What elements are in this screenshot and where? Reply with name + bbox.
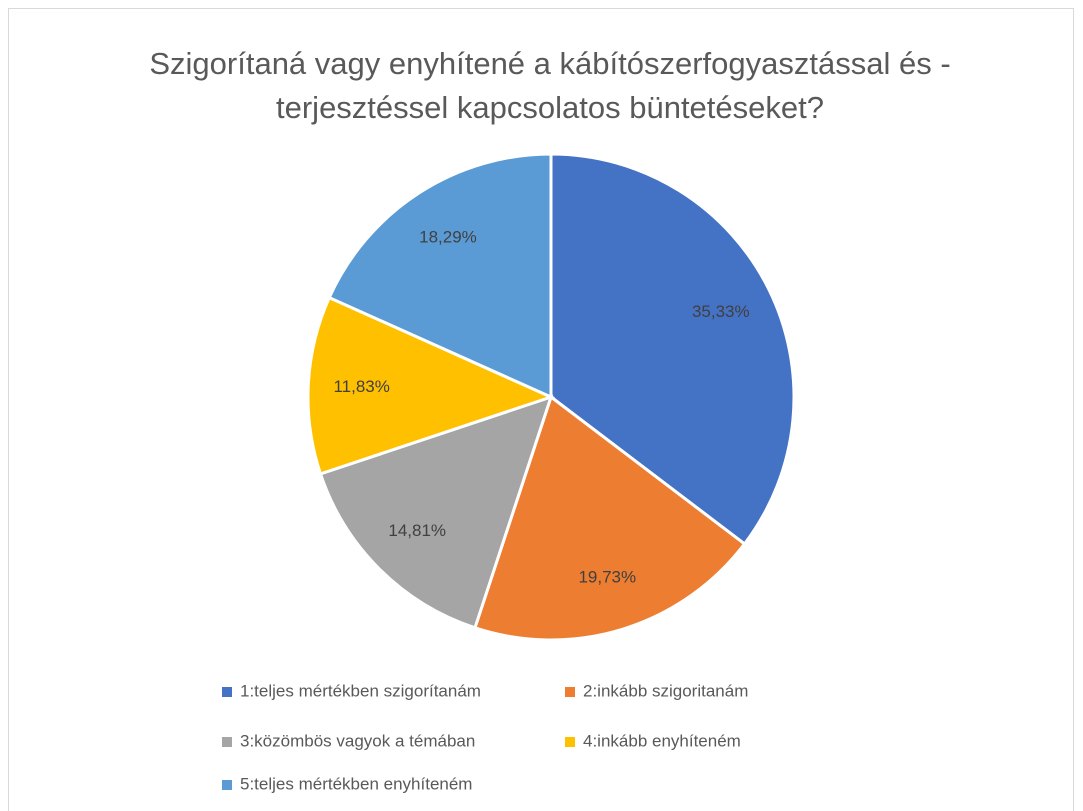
legend-swatch bbox=[565, 737, 575, 747]
chart-border bbox=[8, 8, 1074, 811]
pie-slice bbox=[327, 152, 553, 400]
legend-label: 1:teljes mértékben szigorítanám bbox=[240, 681, 481, 700]
data-label: 18,29% bbox=[419, 227, 477, 246]
legend-label: 2:inkább szigoritanám bbox=[583, 681, 748, 700]
pie-slice bbox=[473, 394, 747, 642]
legend-label: 3:közömbös vagyok a témában bbox=[240, 731, 475, 750]
legend-swatch bbox=[222, 780, 232, 790]
chart-title: Szigorítaná vagy enyhítené a kábítószerf… bbox=[149, 46, 951, 125]
legend-label: 5:teljes mértékben enyhíteném bbox=[240, 774, 472, 793]
legend-swatch bbox=[222, 687, 232, 697]
pie-slice bbox=[306, 295, 556, 476]
pie-slice bbox=[549, 152, 796, 547]
data-label: 11,83% bbox=[333, 377, 389, 396]
legend-label: 4:inkább enyhíteném bbox=[583, 731, 741, 750]
data-label: 35,33% bbox=[692, 302, 750, 321]
legend-swatch bbox=[222, 737, 232, 747]
data-label: 19,73% bbox=[578, 567, 636, 586]
legend-swatch bbox=[565, 687, 575, 697]
data-label: 14,81% bbox=[388, 521, 446, 540]
